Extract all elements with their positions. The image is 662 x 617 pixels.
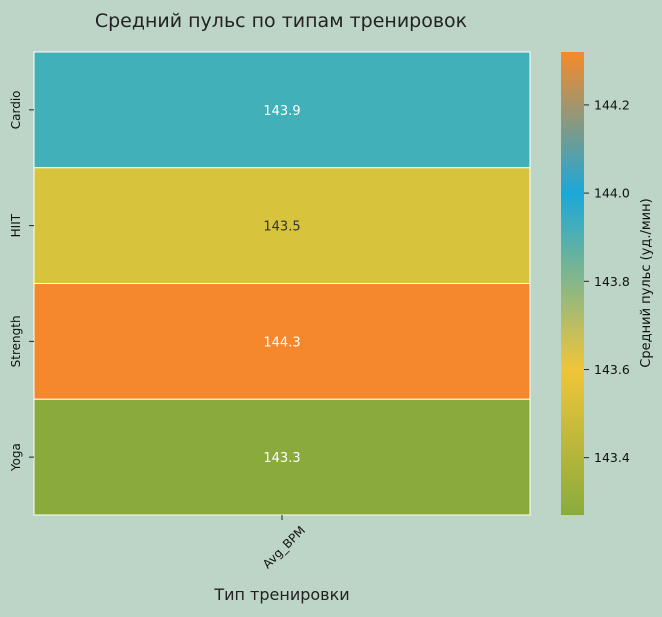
- cell-value-label: 143.5: [263, 220, 300, 235]
- colorbar-gradient: [561, 52, 584, 515]
- heatmap-cell: [33, 51, 531, 169]
- colorbar-tick-label: 144.2: [594, 97, 630, 112]
- cell-value-labels: 143.9 143.5 144.3 143.3: [263, 104, 300, 466]
- chart-title: Средний пульс по типам тренировок: [95, 10, 467, 32]
- y-tick-label: Yoga: [9, 443, 23, 472]
- colorbar-tick-label: 144.0: [594, 186, 630, 201]
- colorbar-label: Средний пульс (уд./мин): [639, 198, 654, 367]
- x-axis-label: Тип тренировки: [213, 585, 349, 604]
- colorbar-tick-label: 143.4: [594, 450, 630, 465]
- colorbar-tick-label: 143.8: [594, 274, 630, 289]
- cell-value-label: 144.3: [263, 335, 300, 350]
- heatmap-cell: [33, 283, 531, 400]
- y-tick-label: Cardio: [9, 91, 23, 130]
- heatmap-cell: [33, 167, 531, 284]
- x-tick-label: Avg_BPM: [260, 523, 308, 571]
- y-tick-label: Strength: [9, 315, 23, 367]
- heatmap-cells: [33, 51, 531, 516]
- heatmap-cell: [33, 398, 531, 516]
- cell-value-label: 143.3: [263, 451, 300, 466]
- x-axis-ticks: Avg_BPM: [260, 515, 308, 571]
- colorbar: 143.4 143.6 143.8 144.0 144.2: [561, 52, 630, 515]
- y-axis-ticks: Cardio HIIT Strength Yoga: [9, 91, 34, 472]
- colorbar-tick-label: 143.6: [594, 362, 630, 377]
- y-tick-label: HIIT: [9, 213, 23, 237]
- cell-value-label: 143.9: [263, 104, 300, 119]
